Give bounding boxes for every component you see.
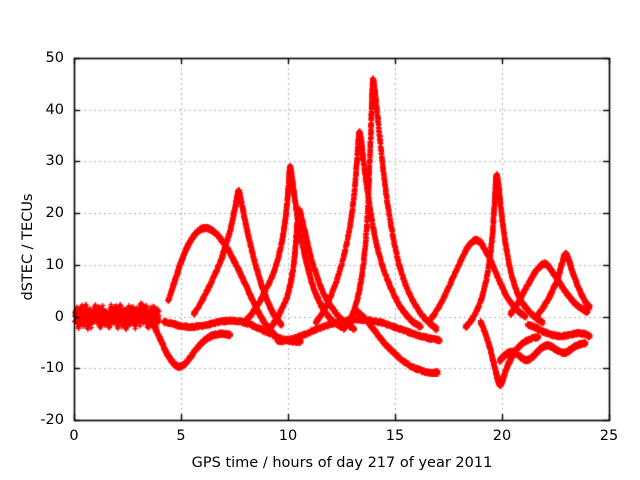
y-tick-label: 40	[45, 101, 64, 118]
y-tick-label: -20	[40, 412, 64, 428]
x-tick-label: 10	[278, 428, 298, 444]
y-tick-label: 10	[45, 256, 64, 273]
x-axis-label: GPS time / hours of day 217 of year 2011	[191, 455, 493, 471]
y-tick-label: 30	[45, 153, 64, 170]
x-tick-label: 25	[599, 428, 619, 444]
y-axis-label: dSTEC / TECUs	[20, 193, 36, 301]
x-tick-label: 0	[69, 428, 79, 444]
y-tick-label: 0	[54, 308, 64, 325]
y-tick-label: 50	[45, 50, 64, 66]
x-tick-label: 5	[176, 428, 186, 444]
y-tick-label: 20	[45, 205, 64, 222]
y-tick-label: -10	[40, 360, 64, 377]
x-tick-label: 15	[385, 428, 405, 444]
x-tick-label: 20	[492, 428, 512, 444]
